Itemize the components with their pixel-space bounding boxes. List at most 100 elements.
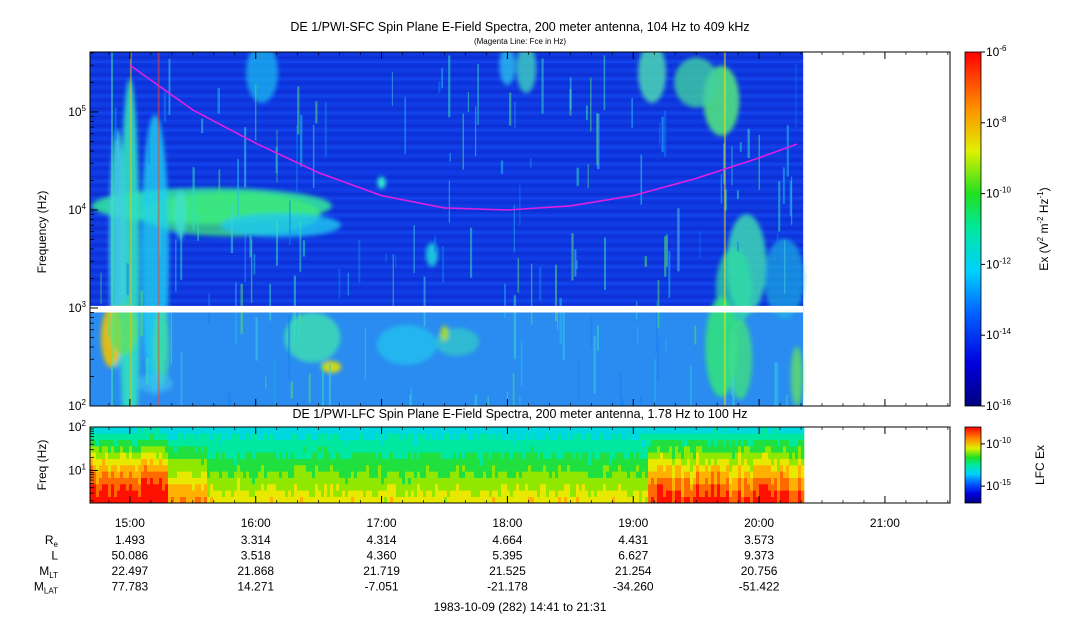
lfc-cell — [366, 471, 370, 478]
lfc-cell — [567, 427, 571, 434]
lfc-cell — [183, 471, 187, 478]
lfc-cell — [657, 439, 661, 447]
lfc-cell — [696, 439, 700, 447]
hf-band — [90, 299, 804, 302]
lfc-cell — [780, 484, 784, 491]
lfc-cell — [126, 471, 130, 478]
lfc-cell — [672, 446, 676, 453]
lfc-cell — [654, 427, 658, 434]
lfc-cell — [600, 433, 604, 440]
lfc-cell — [591, 427, 595, 434]
lfc-cell — [276, 452, 280, 459]
lfc-cell — [255, 484, 259, 491]
lfc-cell — [675, 484, 679, 491]
lfc-cell — [261, 458, 265, 466]
lfc-cell — [396, 465, 400, 472]
lfc-cell — [498, 433, 502, 440]
lfc-cell — [786, 446, 790, 453]
lfc-cell — [96, 452, 100, 459]
lfc-cell — [357, 452, 361, 459]
lfc-cell — [186, 496, 190, 503]
emission-streak — [477, 63, 479, 125]
lfc-cell — [192, 484, 196, 491]
lfc-cell — [318, 490, 322, 497]
lfc-cell — [495, 484, 499, 491]
lfc-cell — [489, 446, 493, 453]
lfc-cell — [393, 446, 397, 453]
lfc-cell — [474, 458, 478, 466]
lfc-cell — [765, 452, 769, 459]
lfc-cell — [570, 427, 574, 434]
lfc-cell — [714, 433, 718, 440]
lfc-cell — [480, 452, 484, 459]
lfc-cell — [414, 439, 418, 447]
lfc-cell — [159, 477, 163, 485]
lfc-cell — [768, 452, 772, 459]
lfc-cell — [606, 484, 610, 491]
lfc-cell — [321, 458, 325, 466]
lfc-cell — [252, 433, 256, 440]
lfc-cell — [798, 490, 802, 497]
lfc-cell — [162, 465, 166, 472]
lfc-cell — [588, 471, 592, 478]
lfc-cell — [591, 484, 595, 491]
colorbar-tick-label: 10-12 — [986, 256, 1011, 271]
lfc-cell — [405, 439, 409, 447]
lfc-cell — [135, 427, 139, 434]
lfc-cell — [204, 496, 208, 503]
lfc-cell — [504, 496, 508, 503]
lfc-cell — [375, 446, 379, 453]
lfc-cell — [705, 452, 709, 459]
lfc-cell — [261, 439, 265, 447]
lfc-cell — [513, 433, 517, 440]
lfc-cell — [309, 458, 313, 466]
hf-band — [90, 124, 804, 128]
lfc-cell — [327, 439, 331, 447]
lfc-cell — [765, 446, 769, 453]
lfc-cell — [639, 439, 643, 447]
lfc-cell — [702, 477, 706, 485]
lfc-cell — [126, 458, 130, 466]
lfc-cell — [462, 446, 466, 453]
lfc-cell — [198, 496, 202, 503]
emission-streak — [654, 358, 656, 402]
lfc-cell — [99, 477, 103, 485]
lfc-cell — [255, 446, 259, 453]
lfc-cell — [366, 465, 370, 472]
lfc-cell — [303, 439, 307, 447]
lfc-cell — [396, 433, 400, 440]
lfc-cell — [600, 427, 604, 434]
lfc-cell — [363, 427, 367, 434]
lfc-cell — [426, 458, 430, 466]
lfc-cell — [399, 458, 403, 466]
lfc-cell — [435, 427, 439, 434]
lfc-cell — [645, 490, 649, 497]
lfc-cell — [303, 458, 307, 466]
lfc-cell — [153, 496, 157, 503]
lfc-cell — [495, 477, 499, 485]
lfc-cell — [534, 465, 538, 472]
lfc-cell — [297, 496, 301, 503]
lfc-cell — [408, 465, 412, 472]
lfc-cell — [492, 458, 496, 466]
lfc-cell — [504, 446, 508, 453]
emission-streak — [214, 403, 217, 406]
lfc-cell — [723, 477, 727, 485]
lfc-cell — [468, 452, 472, 459]
lfc-cell — [636, 452, 640, 459]
lfc-cell — [288, 484, 292, 491]
lfc-cell — [603, 452, 607, 459]
lfc-cell — [630, 465, 634, 472]
lfc-cell — [633, 439, 637, 447]
lfc-cell — [306, 427, 310, 434]
lfc-cell — [474, 465, 478, 472]
hf-band — [90, 218, 804, 221]
lfc-cell — [720, 452, 724, 459]
lfc-cell — [786, 471, 790, 478]
lfc-cell — [669, 477, 673, 485]
lfc-cell — [690, 477, 694, 485]
lfc-cell — [741, 427, 745, 434]
lfc-cell — [126, 452, 130, 459]
lfc-cell — [552, 477, 556, 485]
lfc-cell — [711, 465, 715, 472]
